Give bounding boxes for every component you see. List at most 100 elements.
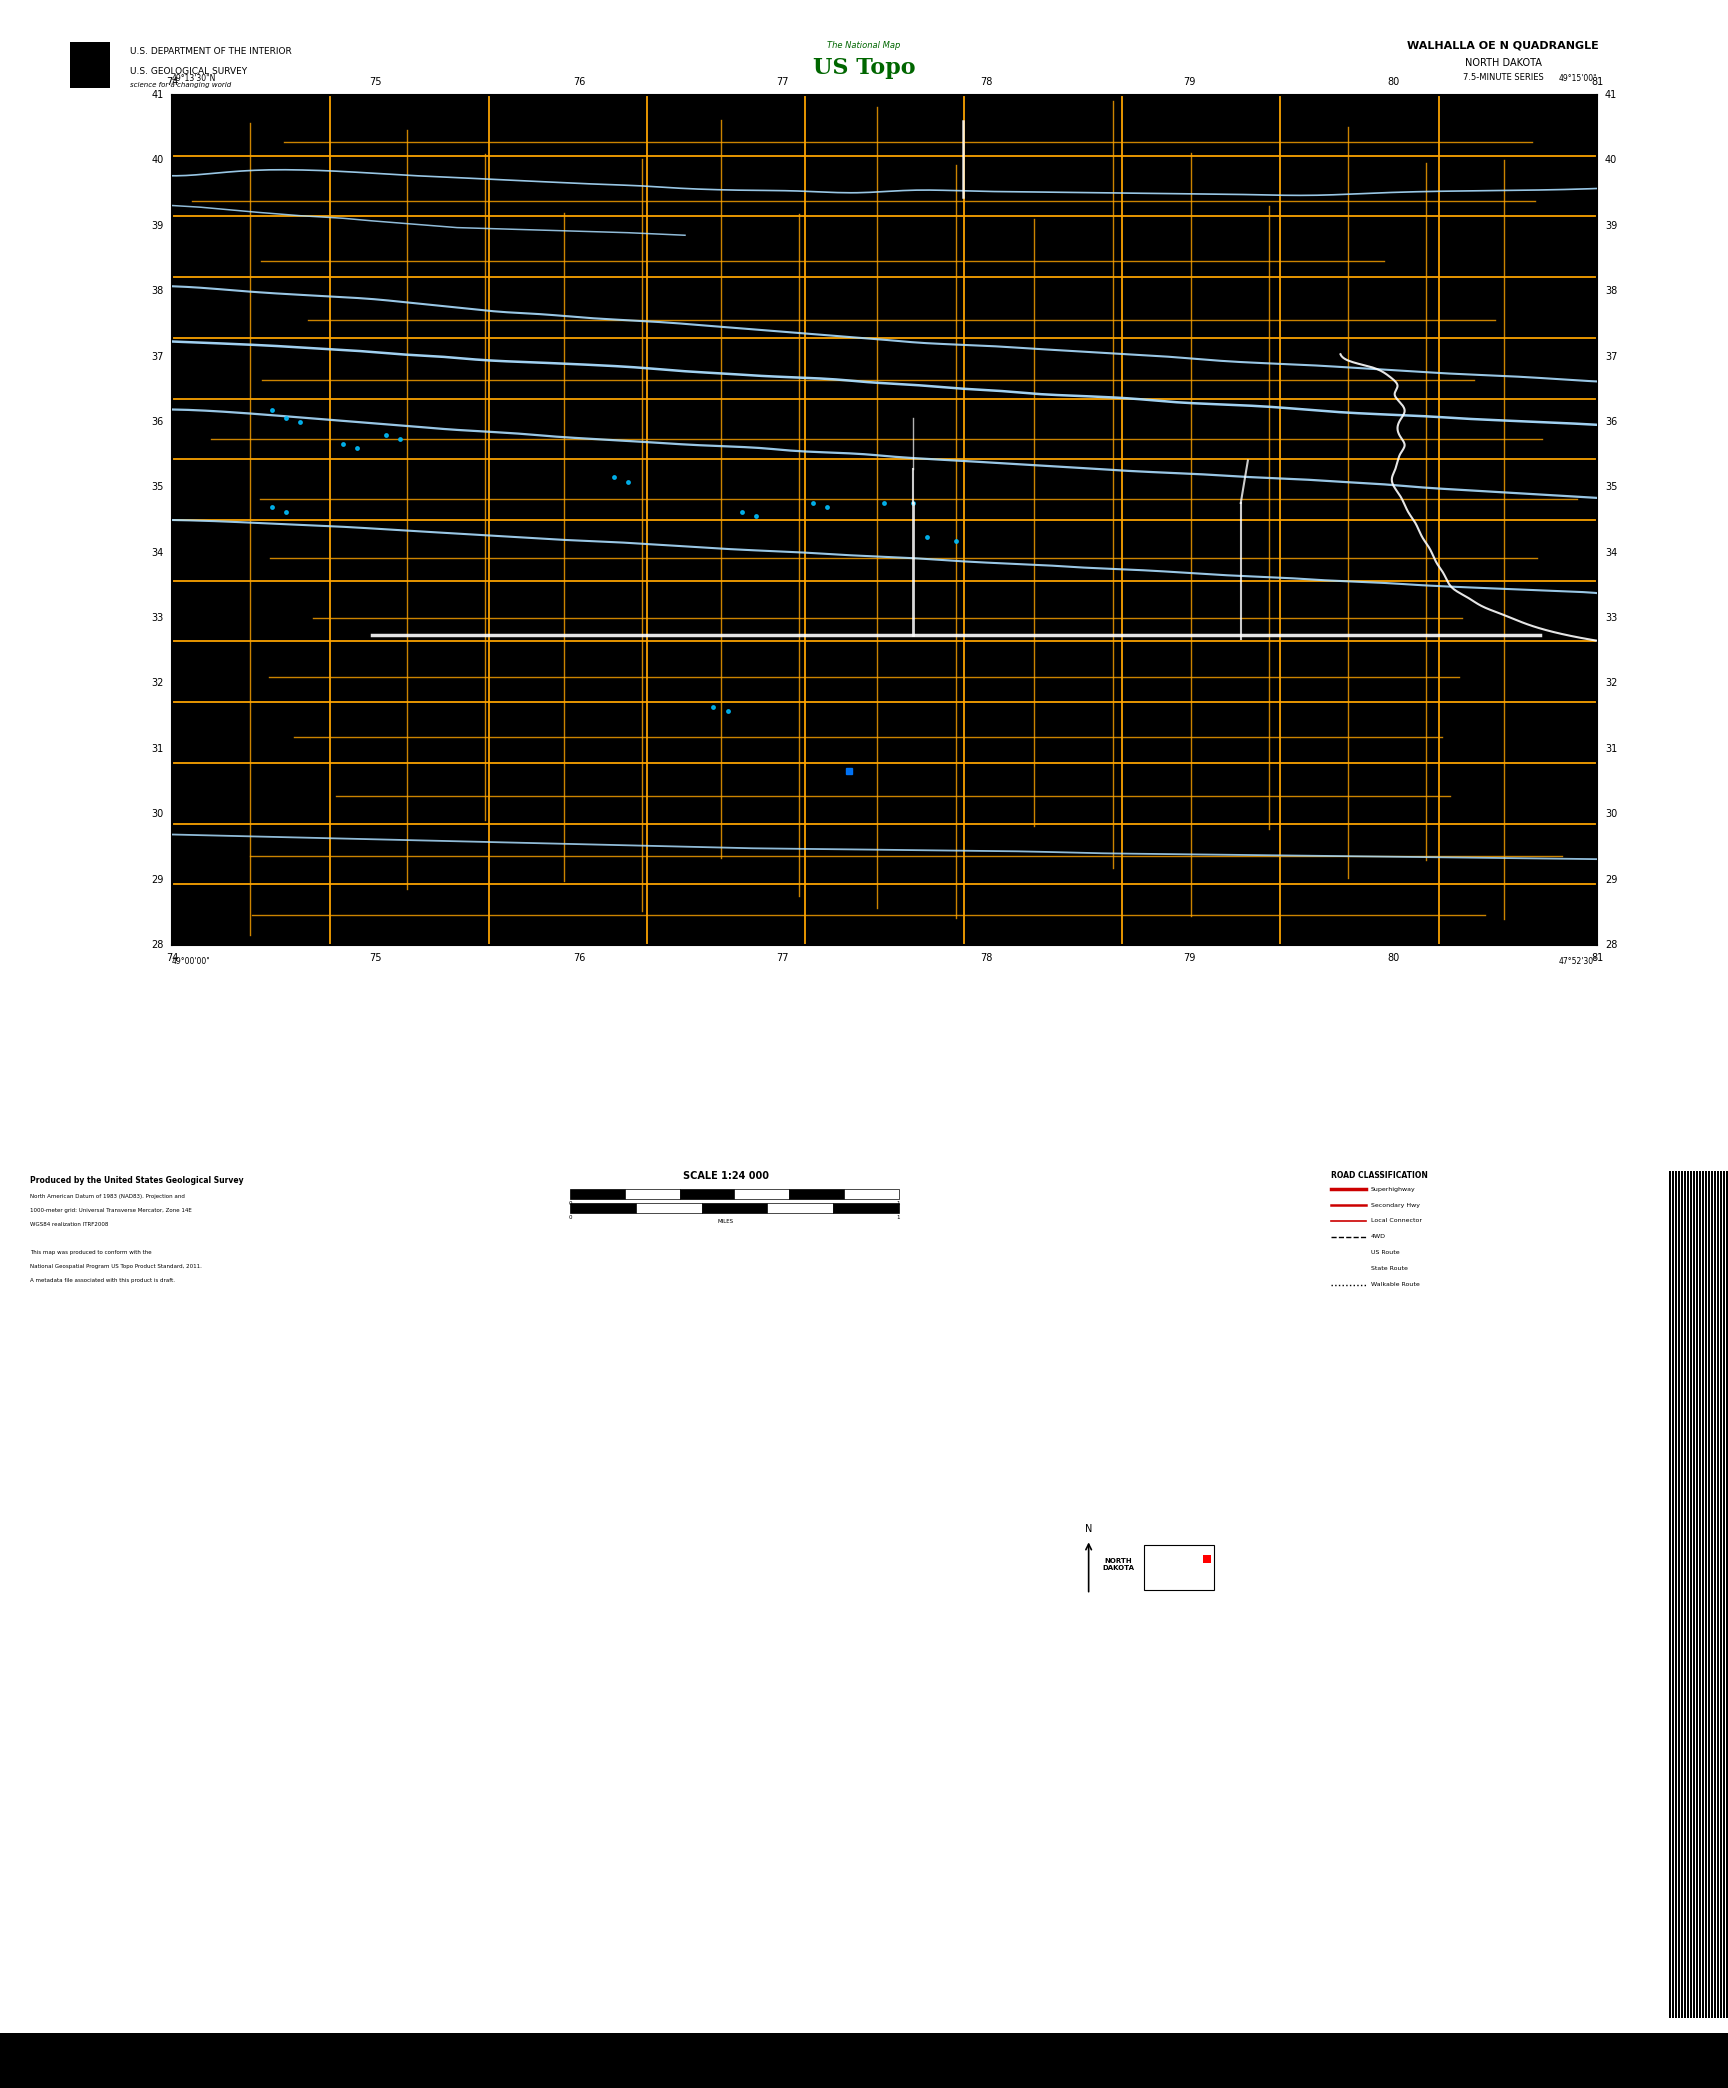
Text: 80: 80 xyxy=(1388,77,1400,88)
Text: MILES: MILES xyxy=(717,1219,734,1224)
Bar xyxy=(1721,1171,1723,2017)
Text: 75: 75 xyxy=(370,77,382,88)
Bar xyxy=(767,1203,833,1213)
Text: 40: 40 xyxy=(152,155,164,165)
Text: 29: 29 xyxy=(152,875,164,885)
Text: 41: 41 xyxy=(1605,90,1617,100)
Bar xyxy=(1685,1171,1687,2017)
Text: 40: 40 xyxy=(1605,155,1617,165)
Bar xyxy=(1674,1171,1678,2017)
Bar xyxy=(626,1188,679,1199)
Text: 79: 79 xyxy=(1184,77,1196,88)
Text: 76: 76 xyxy=(574,952,586,963)
Text: 36: 36 xyxy=(1605,418,1617,426)
Text: 28: 28 xyxy=(152,940,164,950)
Bar xyxy=(1725,1171,1728,2017)
Text: 36: 36 xyxy=(152,418,164,426)
Text: 32: 32 xyxy=(152,679,164,689)
Text: 74: 74 xyxy=(166,77,178,88)
Text: 28: 28 xyxy=(1605,940,1617,950)
Text: 76: 76 xyxy=(574,77,586,88)
Text: 30: 30 xyxy=(152,810,164,818)
Bar xyxy=(570,1188,626,1199)
Bar xyxy=(734,1188,790,1199)
Text: WALHALLA OE N QUADRANGLE: WALHALLA OE N QUADRANGLE xyxy=(1408,40,1598,50)
Text: 32: 32 xyxy=(1605,679,1617,689)
Text: CANADA    SASKATCHEWAN, MB: CANADA SASKATCHEWAN, MB xyxy=(1293,2057,1403,2063)
Bar xyxy=(833,1203,899,1213)
Text: 0: 0 xyxy=(569,1201,572,1207)
Bar xyxy=(1688,1171,1692,2017)
Text: SCALE 1:24 000: SCALE 1:24 000 xyxy=(683,1171,769,1182)
Text: 77: 77 xyxy=(776,952,790,963)
Text: Local Connector: Local Connector xyxy=(1370,1219,1422,1224)
Bar xyxy=(0,2034,1728,2088)
Text: Walkable Route: Walkable Route xyxy=(1370,1282,1419,1288)
Text: 39: 39 xyxy=(152,221,164,232)
Text: 1: 1 xyxy=(897,1201,900,1207)
Text: U.S. DEPARTMENT OF THE INTERIOR: U.S. DEPARTMENT OF THE INTERIOR xyxy=(130,48,292,56)
Text: 37: 37 xyxy=(1605,351,1617,361)
Text: Produced by the United States Geological Survey: Produced by the United States Geological… xyxy=(29,1176,244,1186)
Text: State Route: State Route xyxy=(1370,1267,1407,1272)
Text: 41: 41 xyxy=(152,90,164,100)
Bar xyxy=(1680,1171,1683,2017)
Bar xyxy=(679,1188,734,1199)
Text: 38: 38 xyxy=(1605,286,1617,296)
Bar xyxy=(1671,1171,1673,2017)
Text: This map was produced to conform with the: This map was produced to conform with th… xyxy=(29,1251,152,1255)
Bar xyxy=(636,1203,702,1213)
Text: N: N xyxy=(1085,1524,1092,1535)
Text: 1000-meter grid: Universal Transverse Mercator, Zone 14E: 1000-meter grid: Universal Transverse Me… xyxy=(29,1209,192,1213)
Text: 81: 81 xyxy=(1591,952,1604,963)
Text: 75: 75 xyxy=(370,952,382,963)
Bar xyxy=(1203,1553,1211,1562)
Text: The National Map: The National Map xyxy=(828,40,900,50)
Text: 31: 31 xyxy=(152,743,164,754)
Bar xyxy=(570,1203,636,1213)
Text: 4WD: 4WD xyxy=(1370,1234,1386,1240)
Text: NORTH DAKOTA    CAVALIER, ND    2016/2017: NORTH DAKOTA CAVALIER, ND 2016/2017 xyxy=(232,2057,391,2063)
Text: 29: 29 xyxy=(1605,875,1617,885)
Text: A metadata file associated with this product is draft.: A metadata file associated with this pro… xyxy=(29,1278,175,1282)
Text: 30: 30 xyxy=(1605,810,1617,818)
Text: 74: 74 xyxy=(166,952,178,963)
Bar xyxy=(1707,1171,1709,2017)
Text: 1: 1 xyxy=(897,1215,900,1219)
Text: 33: 33 xyxy=(152,614,164,622)
Text: North American Datum of 1983 (NAD83). Projection and: North American Datum of 1983 (NAD83). Pr… xyxy=(29,1194,185,1199)
Bar xyxy=(843,1188,899,1199)
Text: KILOMETERS: KILOMETERS xyxy=(708,1205,743,1209)
Text: 35: 35 xyxy=(1605,482,1617,493)
Bar xyxy=(1711,1171,1714,2017)
Text: NORTH
DAKOTA: NORTH DAKOTA xyxy=(1102,1558,1135,1570)
Text: ROAD CLASSIFICATION: ROAD CLASSIFICATION xyxy=(1331,1171,1427,1180)
Text: US Route: US Route xyxy=(1370,1251,1400,1255)
Bar xyxy=(1702,1171,1706,2017)
Bar xyxy=(702,1203,767,1213)
Text: 34: 34 xyxy=(152,547,164,557)
Text: 79: 79 xyxy=(1184,952,1196,963)
Text: 49°13'30"N: 49°13'30"N xyxy=(173,73,216,84)
Text: WGS84 realization ITRF2008: WGS84 realization ITRF2008 xyxy=(29,1221,109,1228)
Text: National Geospatial Program US Topo Product Standard, 2011.: National Geospatial Program US Topo Prod… xyxy=(29,1263,202,1270)
Bar xyxy=(1716,1171,1718,2017)
Text: 78: 78 xyxy=(980,77,992,88)
Text: 49°00'00": 49°00'00" xyxy=(173,956,211,967)
Text: U.S. GEOLOGICAL SURVEY: U.S. GEOLOGICAL SURVEY xyxy=(130,67,247,77)
Text: 35: 35 xyxy=(152,482,164,493)
Text: 81: 81 xyxy=(1591,77,1604,88)
Text: 39: 39 xyxy=(1605,221,1617,232)
Text: 31: 31 xyxy=(1605,743,1617,754)
Bar xyxy=(790,1188,843,1199)
Text: 37: 37 xyxy=(152,351,164,361)
Bar xyxy=(1697,1171,1700,2017)
Text: USGS: USGS xyxy=(74,61,105,71)
Bar xyxy=(1693,1171,1695,2017)
Bar xyxy=(71,42,111,88)
Text: 78: 78 xyxy=(980,952,992,963)
Text: 0: 0 xyxy=(569,1215,572,1219)
Text: science for a changing world: science for a changing world xyxy=(130,81,232,88)
Bar xyxy=(1144,1545,1213,1589)
Text: 33: 33 xyxy=(1605,614,1617,622)
